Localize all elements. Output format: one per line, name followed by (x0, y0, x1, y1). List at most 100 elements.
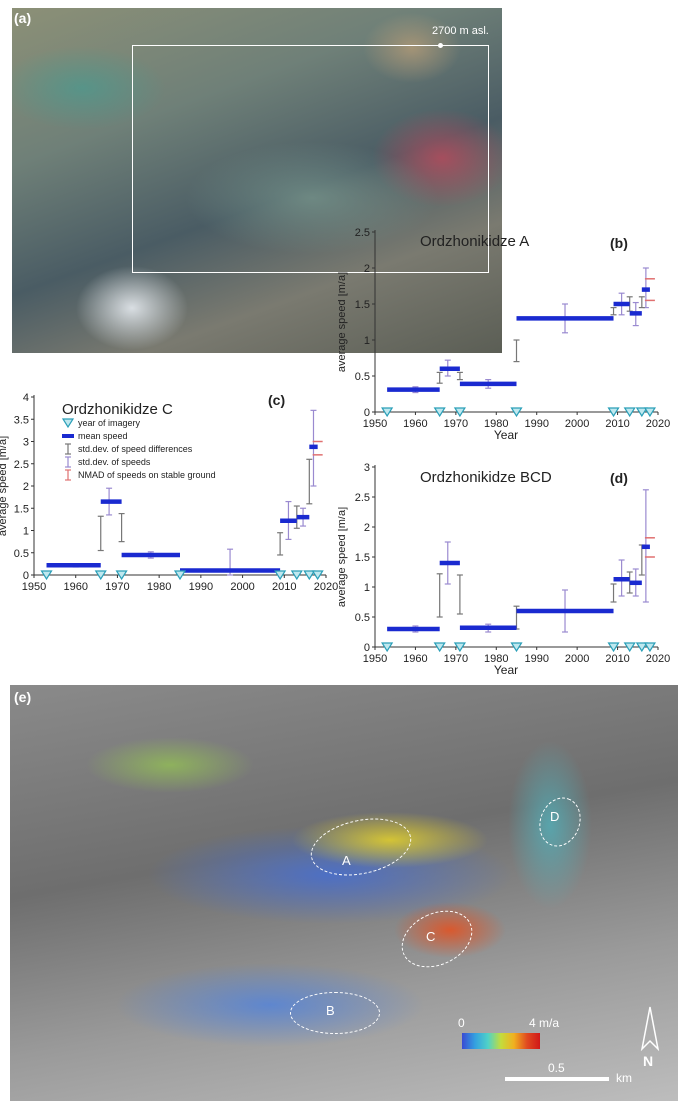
chart-ordzhonikidze-a: 0 0.5 1 1.5 2 2.5 1950 1960 1970 1980 1990 2000 2010… (338, 227, 670, 442)
y-tick-label: 1 (364, 582, 370, 594)
y-tick-label: 3 (23, 437, 29, 449)
y-tick-label: 1.5 (14, 503, 29, 515)
region-c-outline (392, 899, 482, 979)
x-axis-label: Year (494, 428, 518, 442)
panel-label: (b) (610, 235, 628, 251)
y-tick-label: 2 (23, 481, 29, 493)
x-axis-label: Year (494, 663, 518, 677)
x-tick-label: 2020 (646, 653, 670, 665)
y-tick-label: 2.5 (14, 459, 29, 471)
x-tick-label: 2000 (230, 581, 254, 593)
x-tick-label: 2020 (646, 418, 670, 430)
imagery-year-marker (40, 570, 53, 581)
x-tick-label: 1990 (189, 581, 213, 593)
imagery-year-marker (607, 642, 620, 653)
y-axis-label: average speed [m/a] (338, 507, 348, 607)
speed-colorbar (462, 1033, 540, 1049)
imagery-year-marker (311, 570, 324, 581)
x-tick-label: 1950 (363, 418, 387, 430)
colorbar-max-label: 4 m/a (529, 1016, 560, 1030)
x-tick-label: 1960 (403, 653, 427, 665)
x-tick-label: 1980 (484, 653, 508, 665)
panel-label: (d) (610, 470, 628, 486)
x-tick-label: 2010 (272, 581, 296, 593)
y-tick-label: 2.5 (355, 492, 370, 504)
altitude-marker (438, 43, 443, 48)
y-tick-label: 1 (364, 335, 370, 347)
legend-label: std.dev. of speeds (78, 457, 151, 467)
imagery-year-marker (453, 407, 466, 418)
imagery-year-marker (643, 407, 656, 418)
imagery-year-marker (510, 642, 523, 653)
colorbar-min-label: 0 (458, 1016, 465, 1030)
chart-title: Ordzhonikidze A (420, 233, 529, 250)
imagery-year-marker (635, 407, 648, 418)
x-tick-label: 1970 (444, 653, 468, 665)
x-tick-label: 2000 (565, 653, 589, 665)
region-d-outline (532, 791, 588, 853)
y-axis-label: average speed [m/a] (0, 436, 9, 536)
x-tick-label: 1950 (22, 581, 46, 593)
chart-ordzhonikidze-c: 0 0.5 1 1.5 2 2.5 3 3.5 4 1950 1960 1970 1980 1990 200… (0, 392, 338, 593)
y-tick-label: 3.5 (14, 414, 29, 426)
y-tick-label: 0 (23, 570, 29, 582)
velocity-map-panel-e: (e) A B C D 0 4 m/a N 0.5 km (10, 685, 678, 1101)
imagery-year-marker (290, 570, 303, 581)
x-tick-label: 1980 (147, 581, 171, 593)
panel-label: (c) (268, 392, 285, 408)
y-tick-label: 0 (364, 407, 370, 419)
y-tick-label: 2.5 (355, 227, 370, 239)
x-tick-label: 2010 (605, 653, 629, 665)
y-tick-label: 0.5 (355, 371, 370, 383)
y-tick-label: 2 (364, 522, 370, 534)
altitude-label: 2700 m asl. (432, 25, 489, 37)
y-tick-label: 1.5 (355, 299, 370, 311)
legend-label: NMAD of speeds on stable ground (78, 470, 216, 480)
x-tick-label: 1990 (524, 653, 548, 665)
imagery-year-marker (381, 642, 394, 653)
imagery-year-marker (635, 642, 648, 653)
x-tick-label: 1950 (363, 653, 387, 665)
imagery-year-marker (381, 407, 394, 418)
region-b-outline (290, 992, 380, 1034)
region-d-label: D (550, 809, 560, 824)
x-tick-label: 1980 (484, 418, 508, 430)
imagery-year-marker (623, 642, 636, 653)
y-tick-label: 0.5 (14, 548, 29, 560)
scale-bar (505, 1077, 609, 1081)
imagery-year-marker (274, 570, 287, 581)
x-tick-label: 1960 (63, 581, 87, 593)
x-tick-label: 2010 (605, 418, 629, 430)
imagery-year-marker (623, 407, 636, 418)
scale-unit: km (616, 1071, 632, 1085)
chart-title: Ordzhonikidze C (62, 401, 173, 418)
north-arrow-icon (640, 1006, 660, 1051)
x-tick-label: 1970 (444, 418, 468, 430)
chart-title: Ordzhonikidze BCD (420, 469, 552, 486)
region-a-outline (305, 809, 417, 885)
legend-triangle (61, 418, 75, 429)
legend-label: std.dev. of speed differences (78, 444, 193, 454)
imagery-year-marker (607, 407, 620, 418)
y-tick-label: 1 (23, 526, 29, 538)
imagery-year-marker (115, 570, 128, 581)
imagery-year-marker (303, 570, 316, 581)
imagery-year-marker (433, 642, 446, 653)
x-tick-label: 2000 (565, 418, 589, 430)
x-tick-label: 1960 (403, 418, 427, 430)
imagery-year-marker (643, 642, 656, 653)
region-b-label: B (326, 1003, 335, 1018)
imagery-year-marker (453, 642, 466, 653)
panel-label-e: (e) (14, 689, 32, 705)
inset-frame (132, 45, 489, 273)
region-a-label: A (342, 853, 351, 868)
y-axis-label: average speed [m/a] (338, 272, 348, 372)
scale-value: 0.5 (548, 1061, 565, 1075)
x-tick-label: 1990 (524, 418, 548, 430)
imagery-year-marker (433, 407, 446, 418)
region-c-label: C (426, 929, 436, 944)
legend-label: year of imagery (78, 418, 141, 428)
y-tick-label: 3 (364, 462, 370, 474)
x-tick-label: 1970 (105, 581, 129, 593)
satellite-image-panel-a: 2700 m asl. (a) (12, 8, 502, 353)
